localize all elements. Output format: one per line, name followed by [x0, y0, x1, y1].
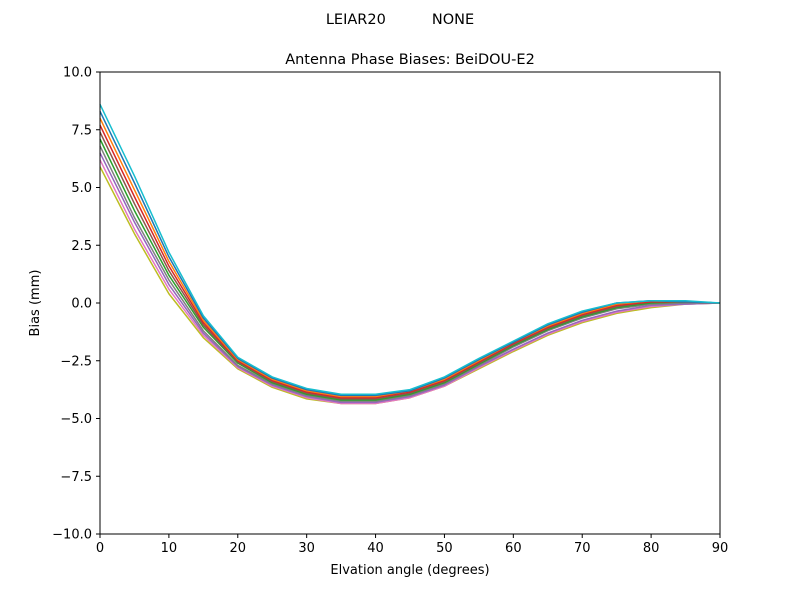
y-tick-label: −5.0: [60, 412, 92, 427]
x-tick-label: 40: [367, 541, 384, 556]
x-tick-label: 80: [643, 541, 660, 556]
y-tick-label: −7.5: [60, 470, 92, 485]
y-axis-label: Bias (mm): [28, 270, 43, 337]
x-tick-label: 20: [230, 541, 247, 556]
y-tick-label: 2.5: [71, 239, 92, 254]
series-line-5: [99, 138, 721, 401]
chart-title: Antenna Phase Biases: BeiDOU-E2: [285, 52, 535, 68]
x-axis-label: Elvation angle (degrees): [330, 563, 489, 578]
y-tick-label: −2.5: [60, 354, 92, 369]
series-line-6: [99, 131, 721, 400]
series-line-3: [99, 152, 721, 404]
x-tick-label: 30: [298, 541, 315, 556]
x-tick-label: 0: [96, 541, 104, 556]
x-tick-label: 60: [505, 541, 522, 556]
y-tick-label: 5.0: [71, 181, 92, 196]
figure-suptitle: LEIAR20 NONE: [326, 12, 474, 28]
series-layer: [99, 104, 721, 405]
y-tick-label: 10.0: [63, 66, 92, 81]
y-tick-label: −10.0: [52, 528, 92, 543]
plot-area: 0 10 20 30 40 50 60 70 80 90 −10.0 −7.5 −5.0 −2.5 0.0 2…: [52, 66, 728, 557]
x-tick-label: 10: [161, 541, 178, 556]
series-line-10: [99, 104, 721, 395]
series-line-2: [99, 159, 721, 405]
plot-frame: [99, 71, 721, 535]
series-line-4: [99, 145, 720, 402]
x-tick-label: 50: [436, 541, 453, 556]
x-tick-label: 70: [574, 541, 591, 556]
series-line-7: [99, 124, 721, 399]
x-tick-label: 90: [712, 541, 729, 556]
y-tick-label: 7.5: [71, 123, 92, 138]
axis-ticks: 0 10 20 30 40 50 60 70 80 90 −10.0 −7.5 −5.0 −2.5 0.0 2…: [52, 66, 728, 557]
y-tick-label: 0.0: [71, 297, 92, 312]
